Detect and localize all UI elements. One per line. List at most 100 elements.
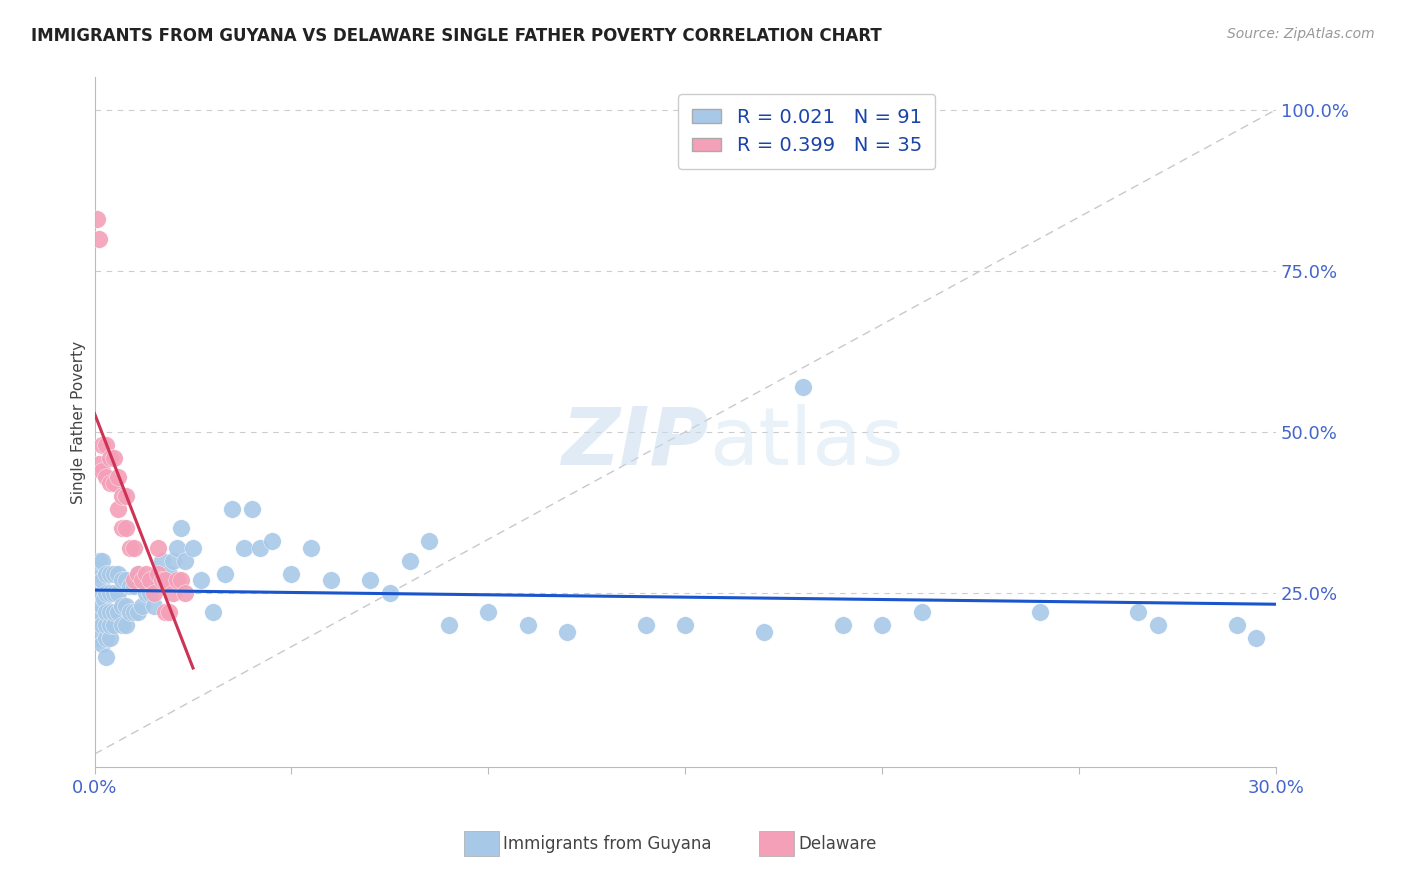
Point xyxy=(103,450,125,465)
Point xyxy=(1246,631,1268,645)
Point xyxy=(86,212,108,227)
Text: atlas: atlas xyxy=(709,404,903,482)
Point xyxy=(870,618,893,632)
Point xyxy=(299,541,322,555)
Point xyxy=(98,605,121,619)
Point xyxy=(98,631,121,645)
Point xyxy=(96,618,118,632)
Point xyxy=(98,566,121,581)
Point xyxy=(107,586,129,600)
Point xyxy=(96,566,118,581)
Point xyxy=(131,573,153,587)
Point xyxy=(87,631,110,645)
Point xyxy=(115,489,138,503)
Point xyxy=(150,573,173,587)
Point xyxy=(118,541,141,555)
Text: Delaware: Delaware xyxy=(799,835,877,853)
Point xyxy=(96,631,118,645)
Point xyxy=(91,554,114,568)
Point xyxy=(138,573,160,587)
Point xyxy=(150,554,173,568)
Point xyxy=(111,618,134,632)
Point xyxy=(240,502,263,516)
Point xyxy=(103,586,125,600)
Point xyxy=(138,586,160,600)
Point xyxy=(127,566,149,581)
Point xyxy=(437,618,460,632)
Point xyxy=(87,231,110,245)
Point xyxy=(118,605,141,619)
Point xyxy=(91,463,114,477)
Point xyxy=(1126,605,1149,619)
Point xyxy=(166,573,188,587)
Point xyxy=(107,502,129,516)
Point xyxy=(673,618,696,632)
Point xyxy=(115,599,138,613)
Point xyxy=(1226,618,1249,632)
Point xyxy=(91,638,114,652)
Point xyxy=(131,573,153,587)
Point xyxy=(157,566,180,581)
Point xyxy=(155,573,177,587)
Point xyxy=(96,586,118,600)
Point xyxy=(142,599,165,613)
Point xyxy=(91,586,114,600)
Point xyxy=(280,566,302,581)
Point xyxy=(181,541,204,555)
Point xyxy=(107,605,129,619)
Point xyxy=(103,605,125,619)
Point xyxy=(103,618,125,632)
Point xyxy=(174,554,197,568)
Point xyxy=(115,573,138,587)
Point xyxy=(87,554,110,568)
Point xyxy=(87,599,110,613)
Point xyxy=(201,605,224,619)
Point xyxy=(87,586,110,600)
Point xyxy=(398,554,420,568)
Point xyxy=(170,573,193,587)
Point xyxy=(792,380,814,394)
Point xyxy=(111,521,134,535)
Point xyxy=(91,618,114,632)
Point xyxy=(516,618,538,632)
Point xyxy=(122,541,145,555)
Text: Immigrants from Guyana: Immigrants from Guyana xyxy=(503,835,711,853)
Point xyxy=(135,566,157,581)
Point xyxy=(127,566,149,581)
Point xyxy=(190,573,212,587)
Point xyxy=(249,541,271,555)
Point xyxy=(87,566,110,581)
Point xyxy=(166,541,188,555)
Point xyxy=(96,438,118,452)
Point xyxy=(127,605,149,619)
Point xyxy=(162,554,184,568)
Point xyxy=(89,605,111,619)
Point xyxy=(155,573,177,587)
Point xyxy=(831,618,853,632)
Point xyxy=(107,566,129,581)
Point xyxy=(91,599,114,613)
Point xyxy=(103,566,125,581)
Point xyxy=(118,580,141,594)
Point xyxy=(131,599,153,613)
Point xyxy=(142,573,165,587)
Point xyxy=(98,476,121,491)
Point xyxy=(260,534,283,549)
Y-axis label: Single Father Poverty: Single Father Poverty xyxy=(72,341,86,504)
Point xyxy=(910,605,932,619)
Point xyxy=(157,605,180,619)
Point xyxy=(122,605,145,619)
Point xyxy=(142,586,165,600)
Point xyxy=(214,566,236,581)
Point xyxy=(87,612,110,626)
Point xyxy=(96,605,118,619)
Point xyxy=(122,580,145,594)
Point xyxy=(111,599,134,613)
Point xyxy=(162,586,184,600)
Point xyxy=(91,438,114,452)
Point xyxy=(146,566,169,581)
Point xyxy=(115,521,138,535)
Point xyxy=(221,502,243,516)
Point xyxy=(135,586,157,600)
Point xyxy=(111,489,134,503)
